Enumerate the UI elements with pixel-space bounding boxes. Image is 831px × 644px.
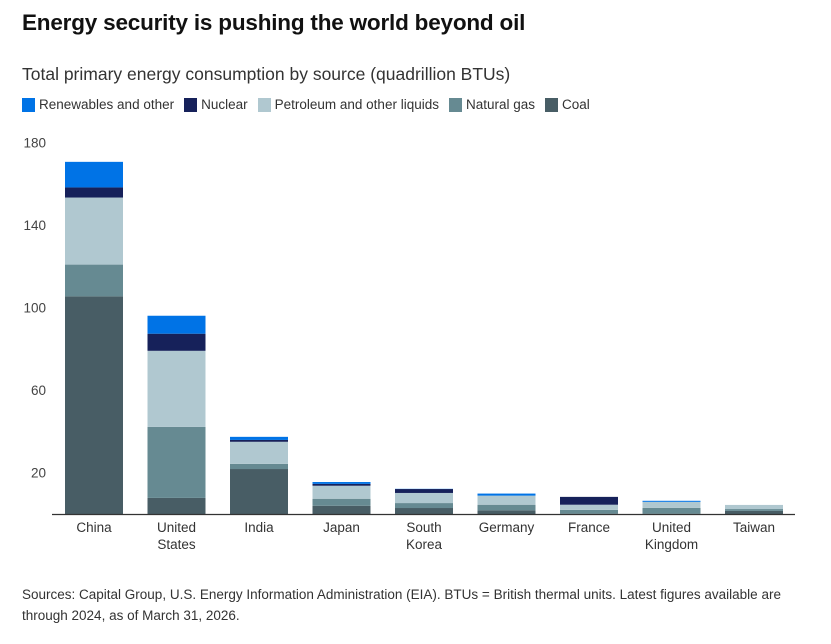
bar-segment-renewables-and-other — [312, 482, 371, 484]
legend-item-petroleum: Petroleum and other liquids — [257, 97, 439, 112]
x-tick-label-line: India — [244, 520, 274, 535]
bar-stack — [477, 493, 536, 514]
x-tick-label-line: Taiwan — [733, 520, 775, 535]
x-tick-label: United States — [157, 520, 196, 552]
bar-stack — [65, 161, 123, 514]
legend-item-nuclear: Nuclear — [184, 97, 248, 112]
chart-subtitle: Total primary energy consumption by sour… — [22, 64, 511, 84]
y-tick-label: 100 — [23, 301, 46, 316]
bar-segment-natural-gas — [230, 463, 288, 470]
bar-segment-renewables-and-other — [65, 161, 123, 188]
y-tick-label: 60 — [31, 383, 46, 398]
bar-segment-nuclear — [395, 489, 453, 493]
bar-segment-nuclear — [560, 496, 618, 505]
bar-segment-coal — [65, 296, 123, 514]
legend-swatch-nuclear — [184, 97, 198, 112]
bar-stack — [395, 488, 453, 514]
bar-segment-nuclear — [230, 439, 288, 442]
bar-segment-coal — [147, 497, 206, 514]
x-tick-label: South Korea — [406, 520, 443, 552]
legend-item-natural-gas: Natural gas — [448, 97, 536, 112]
bar-segment-petroleum-and-other-liquids — [560, 504, 618, 510]
x-tick-label: Taiwan — [733, 520, 775, 535]
bar-stack — [725, 504, 783, 514]
bar-stack — [560, 496, 618, 514]
x-tick-label-line: United — [652, 520, 691, 535]
bar-segment-coal — [395, 508, 453, 514]
bar-stack — [147, 315, 206, 514]
bar-segment-natural-gas — [725, 509, 783, 511]
bar-segment-natural-gas — [395, 503, 453, 509]
x-tick-label-line: United — [157, 520, 196, 535]
x-tick-label: China — [76, 520, 112, 535]
bar-segment-renewables-and-other — [230, 436, 288, 440]
bar-segment-petroleum-and-other-liquids — [65, 197, 123, 265]
legend-label: Nuclear — [201, 97, 248, 112]
bar-segment-petroleum-and-other-liquids — [725, 504, 783, 510]
x-tick-label: United Kingdom — [645, 520, 698, 552]
bar-segment-coal — [477, 510, 536, 514]
bar-segment-natural-gas — [560, 509, 618, 514]
bar-segment-natural-gas — [312, 498, 371, 506]
bar-segment-coal — [725, 510, 783, 514]
legend-swatch-natural-gas — [448, 97, 462, 112]
legend-item-renewables: Renewables and other — [22, 97, 174, 112]
legend-label: Renewables and other — [39, 97, 175, 112]
bar-segment-renewables-and-other — [642, 500, 701, 502]
y-tick-label: 180 — [23, 136, 46, 151]
bar-segment-renewables-and-other — [477, 493, 536, 496]
x-tick-label-line: Japan — [323, 520, 360, 535]
y-tick-label: 140 — [23, 218, 46, 233]
legend-label: Petroleum and other liquids — [274, 97, 439, 112]
x-axis: China United States India Japan South Korea Ger… — [76, 520, 775, 552]
x-tick-label-line: France — [568, 520, 610, 535]
legend-swatch-renewables — [22, 97, 35, 112]
bar-segment-natural-gas — [477, 504, 536, 511]
bar-segment-nuclear — [147, 333, 206, 351]
bars-group — [65, 161, 783, 514]
bar-segment-petroleum-and-other-liquids — [147, 350, 206, 427]
y-tick-label: 20 — [31, 466, 46, 481]
x-tick-label-line: Germany — [479, 520, 535, 535]
bar-segment-petroleum-and-other-liquids — [642, 501, 701, 508]
bar-segment-coal — [312, 505, 371, 514]
legend-swatch-coal — [545, 97, 559, 112]
x-tick-label-line: Kingdom — [645, 537, 698, 552]
bar-segment-renewables-and-other — [147, 315, 206, 334]
legend-label: Natural gas — [465, 97, 536, 112]
x-tick-label: Japan — [323, 520, 360, 535]
bar-segment-natural-gas — [642, 507, 701, 514]
x-tick-label-line: South — [406, 520, 441, 535]
x-tick-label-line: Korea — [406, 537, 443, 552]
bar-segment-petroleum-and-other-liquids — [230, 441, 288, 464]
bar-segment-nuclear — [312, 483, 371, 486]
bar-segment-petroleum-and-other-liquids — [477, 495, 536, 505]
x-tick-label: India — [244, 520, 274, 535]
legend-item-coal: Coal — [545, 97, 590, 112]
legend-swatch-petroleum — [257, 97, 271, 112]
x-tick-label: France — [568, 520, 610, 535]
y-axis: 20 60 100 140 180 — [23, 136, 46, 481]
bar-segment-petroleum-and-other-liquids — [395, 492, 453, 504]
bar-stack — [230, 436, 288, 514]
bar-segment-natural-gas — [65, 264, 123, 297]
legend: Renewables and other Nuclear Petroleum a… — [22, 97, 600, 112]
bar-stack — [642, 500, 701, 514]
x-tick-label-line: China — [76, 520, 112, 535]
bar-segment-natural-gas — [147, 426, 206, 498]
bar-segment-petroleum-and-other-liquids — [312, 485, 371, 499]
x-tick-label: Germany — [479, 520, 535, 535]
x-tick-label-line: States — [157, 537, 196, 552]
bar-segment-coal — [230, 469, 288, 514]
bar-stack — [312, 482, 371, 514]
source-note: Sources: Capital Group, U.S. Energy Info… — [22, 587, 781, 623]
chart-title: Energy security is pushing the world bey… — [22, 10, 526, 35]
bar-segment-nuclear — [65, 187, 123, 198]
legend-label: Coal — [562, 97, 590, 112]
